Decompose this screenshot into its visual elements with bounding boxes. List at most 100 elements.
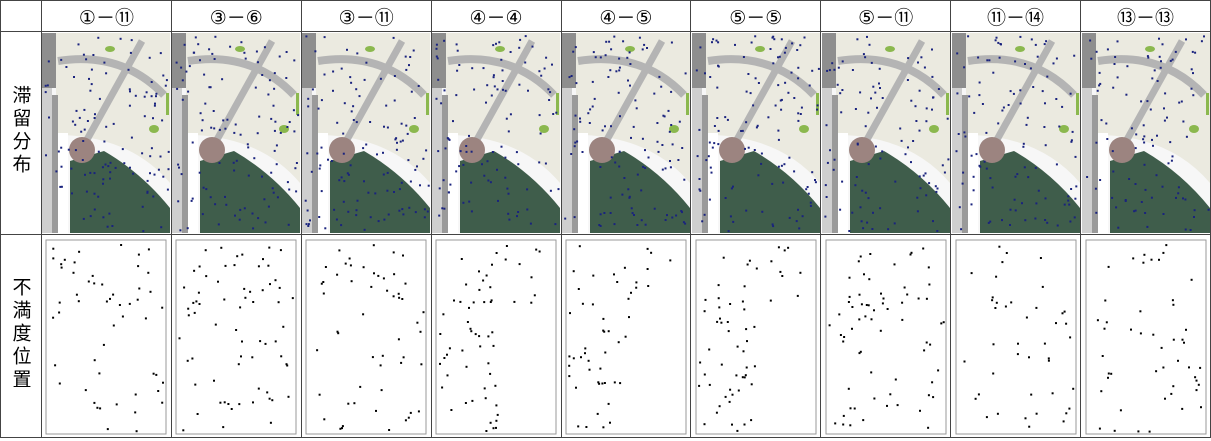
- person-dot: [1155, 134, 1158, 137]
- person-dot: [356, 52, 359, 55]
- person-dot: [1177, 101, 1180, 104]
- person-dot: [167, 168, 170, 171]
- person-dot: [288, 223, 291, 226]
- person-dot: [833, 158, 836, 161]
- complaint-dot: [602, 317, 605, 320]
- person-dot: [572, 50, 575, 53]
- wall: [561, 33, 572, 233]
- path-strip: [448, 133, 459, 233]
- complaint-dot: [1103, 327, 1105, 330]
- person-dot: [349, 76, 352, 79]
- person-dot: [1142, 135, 1145, 138]
- person-dot: [443, 89, 446, 92]
- complaint-dot: [1103, 299, 1106, 302]
- complaint-dot: [743, 423, 746, 426]
- person-dot: [336, 218, 339, 221]
- person-dot: [263, 198, 266, 201]
- complaint-dot: [743, 376, 746, 379]
- frame: [695, 239, 817, 435]
- person-dot: [727, 230, 730, 233]
- person-dot: [628, 195, 631, 198]
- person-dot: [711, 146, 714, 149]
- person-dot: [1074, 155, 1077, 158]
- person-dot: [102, 166, 105, 169]
- complaint-dot: [155, 373, 158, 376]
- person-dot: [276, 163, 279, 166]
- person-dot: [99, 97, 102, 100]
- person-dot: [1098, 179, 1101, 181]
- person-dot: [663, 115, 666, 118]
- person-dot: [1013, 60, 1016, 63]
- person-dot: [505, 117, 508, 120]
- person-dot: [1144, 188, 1146, 191]
- complaint-dot: [599, 367, 602, 370]
- person-dot: [630, 207, 633, 210]
- plaza: [56, 33, 171, 183]
- complaint-dot: [196, 413, 199, 415]
- person-dot: [777, 138, 780, 141]
- complaint-dot: [722, 256, 725, 259]
- person-dot: [82, 140, 85, 142]
- complaint-dot: [251, 356, 254, 359]
- complaint-dot: [779, 270, 782, 273]
- person-dot: [416, 165, 419, 168]
- complaint-dot: [727, 330, 730, 333]
- person-dot: [257, 61, 260, 64]
- complaint-dot: [735, 374, 738, 377]
- person-dot: [970, 203, 973, 206]
- person-dot: [594, 56, 597, 59]
- position-cell: [170, 234, 302, 438]
- person-dot: [593, 97, 596, 100]
- complaint-dot: [1035, 412, 1038, 415]
- shrub: [149, 125, 160, 133]
- complaint-dot: [746, 263, 749, 266]
- person-dot: [824, 215, 827, 218]
- person-dot: [610, 48, 613, 51]
- person-dot: [865, 221, 868, 224]
- complaint-dot: [853, 407, 856, 410]
- lawn: [460, 151, 561, 233]
- complaint-dot: [603, 330, 606, 333]
- complaint-dot: [1138, 310, 1141, 313]
- person-dot: [936, 187, 939, 190]
- person-dot: [538, 161, 541, 164]
- complaint-dot: [1154, 370, 1157, 373]
- person-dot: [1000, 219, 1003, 222]
- person-dot: [817, 67, 820, 70]
- person-dot: [440, 102, 443, 105]
- person-dot: [1023, 166, 1026, 169]
- person-dot: [343, 102, 346, 105]
- person-dot: [75, 109, 78, 112]
- complaint-dot: [750, 383, 753, 386]
- person-dot: [962, 131, 965, 134]
- person-dot: [574, 141, 577, 144]
- complaint-dot: [736, 345, 739, 348]
- person-dot: [455, 170, 458, 173]
- complaint-dot: [1136, 430, 1139, 433]
- person-dot: [493, 85, 496, 88]
- person-dot: [783, 163, 786, 166]
- complaint-dot: [848, 276, 851, 279]
- person-dot: [68, 148, 71, 151]
- person-dot: [797, 112, 800, 115]
- complaint-dot: [446, 353, 449, 356]
- map-cell: [41, 31, 172, 235]
- person-dot: [222, 119, 225, 122]
- person-dot: [244, 207, 247, 210]
- distribution-map: [1081, 33, 1210, 233]
- person-dot: [401, 208, 404, 211]
- person-dot: [573, 145, 576, 148]
- complaint-dot: [492, 427, 495, 430]
- complaint-dot: [409, 411, 412, 414]
- person-dot: [146, 191, 149, 194]
- person-dot: [456, 49, 459, 52]
- complaint-dot: [749, 419, 752, 422]
- person-dot: [995, 36, 998, 39]
- person-dot: [443, 207, 446, 210]
- person-dot: [71, 192, 74, 195]
- person-dot: [549, 189, 552, 192]
- complaint-dot: [93, 282, 96, 285]
- person-dot: [323, 73, 326, 76]
- person-dot: [570, 153, 573, 155]
- person-dot: [213, 58, 216, 60]
